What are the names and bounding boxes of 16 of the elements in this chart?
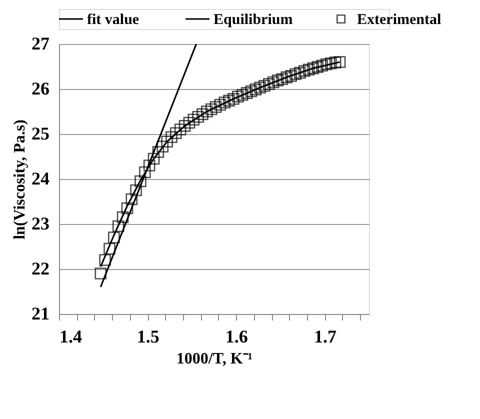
y-tick-label: 24 [32,168,50,188]
legend-label: Exterimental [357,12,442,28]
x-tick-label: 1.4 [60,326,82,346]
y-tick-label: 25 [32,124,50,144]
y-tick-label: 26 [32,78,50,98]
x-axis-title: 1000/T, K⁻¹ [176,350,253,368]
x-tick-label: 1.5 [136,326,160,346]
y-tick-label: 21 [32,304,50,324]
y-tick-label: 22 [32,258,50,278]
y-tick-label: 27 [32,34,50,54]
legend-label: Equilibrium [214,12,294,28]
x-tick-label: 1.6 [225,326,248,346]
legend-label: fit value [87,12,140,28]
y-axis-title: ln(Viscosity, Pa.s) [12,120,28,240]
y-tick-label: 23 [32,214,50,234]
x-tick-label: 1.7 [314,326,336,346]
